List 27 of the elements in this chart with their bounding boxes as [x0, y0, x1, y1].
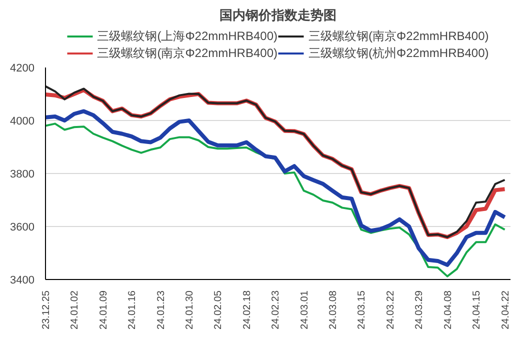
x-tick-label: 24.03.01	[299, 290, 310, 330]
legend-label: 三级螺纹钢(南京Φ22mmHRB400)	[97, 44, 278, 62]
x-tick-label: 24.01.23	[156, 290, 167, 330]
x-tick-label: 24.01.16	[127, 290, 138, 330]
x-tick-label: 23.12.25	[41, 290, 52, 330]
x-tick-label: 24.04.08	[442, 290, 454, 330]
y-tick-label: 3800	[10, 168, 35, 180]
x-tick-label: 24.03.22	[385, 290, 396, 330]
y-tick-label: 4200	[10, 62, 35, 74]
y-tick-label: 3600	[10, 222, 35, 234]
x-tick-label: 24.02.18	[242, 290, 253, 330]
x-tick-label: 24.02.23	[270, 290, 282, 330]
x-tick-label: 24.04.22	[500, 290, 512, 330]
x-tick-label: 24.04.15	[472, 290, 483, 330]
legend-label: 三级螺纹钢(杭州Φ22mmHRB400)	[308, 44, 489, 62]
x-tick-label: 24.01.09	[98, 290, 110, 330]
x-tick-label: 24.03.15	[356, 290, 368, 330]
chart-title: 国内钢价指数走势图	[220, 8, 336, 22]
legend-label: 三级螺纹钢(南京Φ22mmHRB400)	[308, 28, 489, 44]
x-tick-label: 24.01.02	[70, 290, 81, 330]
legend-label: 三级螺纹钢(上海Φ22mmHRB400)	[97, 28, 278, 44]
y-tick-label: 3400	[10, 274, 35, 286]
x-tick-label: 24.01.30	[184, 290, 196, 330]
x-tick-label: 24.03.08	[328, 290, 340, 330]
x-tick-label: 24.03.29	[414, 290, 426, 330]
x-tick-label: 24.02.05	[213, 290, 224, 330]
y-tick-label: 4000	[10, 116, 35, 128]
